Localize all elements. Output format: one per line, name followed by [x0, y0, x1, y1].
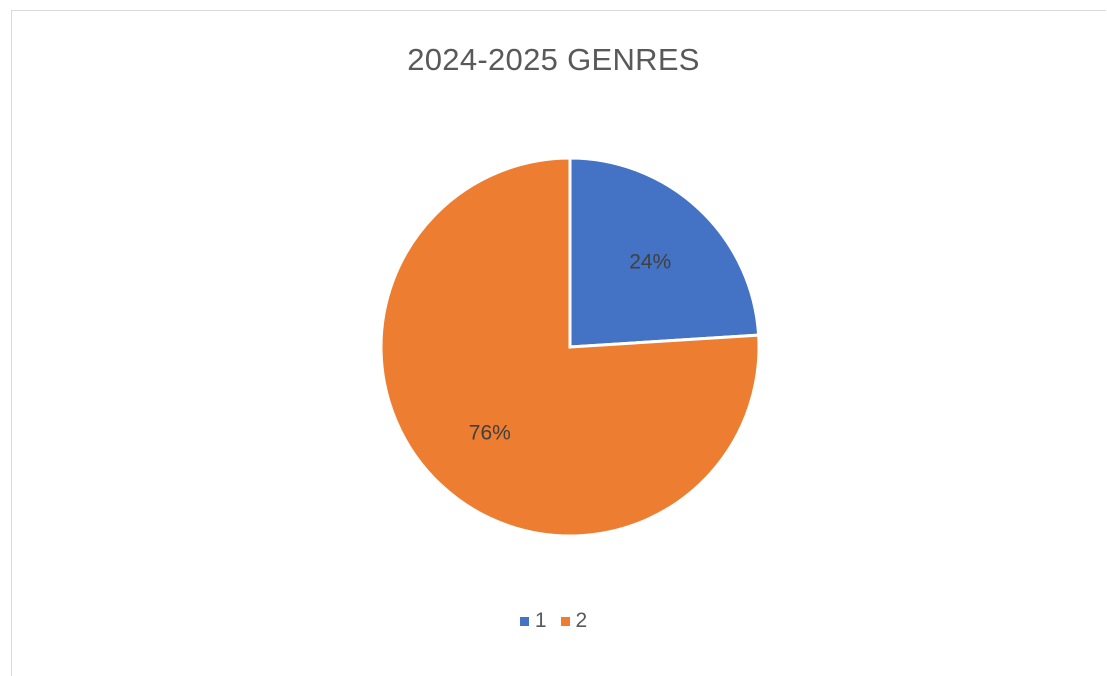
data-label-1: 24% — [629, 251, 671, 274]
legend-label-2: 2 — [576, 609, 588, 633]
legend-item-1: 1 — [520, 609, 547, 633]
data-label-2: 76% — [469, 421, 511, 444]
legend-item-2: 2 — [561, 609, 588, 633]
legend-swatch-1 — [520, 617, 529, 626]
legend: 1 2 — [0, 609, 1107, 633]
legend-label-1: 1 — [535, 609, 547, 633]
legend-swatch-2 — [561, 617, 570, 626]
